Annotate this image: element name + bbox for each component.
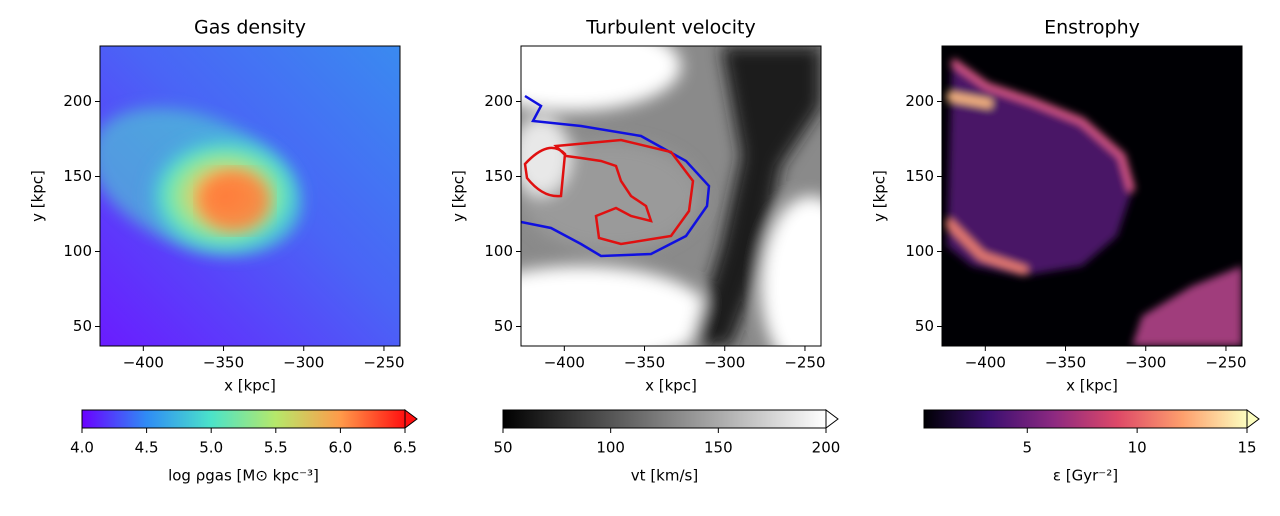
x-axis-label: x [kpc] xyxy=(224,377,276,395)
panel-title: Turbulent velocity xyxy=(585,17,755,39)
colorbar-tick-label: 6.0 xyxy=(328,439,352,457)
y-tick-label: 150 xyxy=(484,167,513,185)
colorbar-extend xyxy=(404,409,418,429)
colorbar-tick-label: 4.5 xyxy=(135,439,159,457)
colorbar-tick-label: 5 xyxy=(1022,439,1032,457)
y-tick-label: 200 xyxy=(484,92,513,110)
colorbar-tick-label: 6.5 xyxy=(393,439,417,457)
y-tick-label: 200 xyxy=(63,92,92,110)
colorbar-extend xyxy=(1246,409,1260,429)
x-tick-label: −400 xyxy=(965,354,1006,372)
x-tick-label: −300 xyxy=(1125,354,1166,372)
axes-frame xyxy=(99,45,401,347)
x-tick-label: −400 xyxy=(544,354,585,372)
y-axis-label: y [kpc] xyxy=(450,170,468,222)
colorbar-extend xyxy=(825,409,839,429)
colorbar xyxy=(81,409,406,429)
x-tick-label: −250 xyxy=(1205,354,1246,372)
colorbar-label: log ρgas [M⊙ kpc⁻³] xyxy=(168,467,319,485)
colorbar-tick-label: 200 xyxy=(812,439,841,457)
colorbar xyxy=(502,409,827,429)
x-tick-label: −400 xyxy=(123,354,164,372)
axes-frame xyxy=(520,45,822,347)
x-tick-label: −350 xyxy=(203,354,244,372)
y-axis-label: y [kpc] xyxy=(871,170,889,222)
colorbar-tick-label: 150 xyxy=(704,439,733,457)
axes-frame xyxy=(941,45,1243,347)
x-axis-label: x [kpc] xyxy=(645,377,697,395)
x-axis-label: x [kpc] xyxy=(1066,377,1118,395)
y-tick-label: 50 xyxy=(494,317,513,335)
density-image xyxy=(100,46,400,346)
colorbar-label: ε [Gyr⁻²] xyxy=(1053,467,1118,485)
y-tick-label: 100 xyxy=(484,242,513,260)
colorbar-tick-label: 5.5 xyxy=(264,439,288,457)
x-tick-label: −300 xyxy=(283,354,324,372)
panel-title: Enstrophy xyxy=(1044,17,1140,39)
y-tick-label: 50 xyxy=(915,317,934,335)
colorbar-tick-label: 10 xyxy=(1128,439,1147,457)
y-tick-label: 150 xyxy=(905,167,934,185)
x-tick-label: −300 xyxy=(704,354,745,372)
panel-title: Gas density xyxy=(194,17,306,39)
colorbar-tick-label: 5.0 xyxy=(199,439,223,457)
x-tick-label: −250 xyxy=(784,354,825,372)
colorbar-tick-label: 50 xyxy=(493,439,512,457)
y-tick-label: 100 xyxy=(63,242,92,260)
x-tick-label: −250 xyxy=(363,354,404,372)
colorbar-tick-label: 15 xyxy=(1237,439,1256,457)
x-tick-label: −350 xyxy=(1045,354,1086,372)
y-tick-label: 100 xyxy=(905,242,934,260)
y-tick-label: 50 xyxy=(73,317,92,335)
enstrophy-image xyxy=(942,46,1242,346)
y-tick-label: 150 xyxy=(63,167,92,185)
y-tick-label: 200 xyxy=(905,92,934,110)
colorbar-tick-label: 100 xyxy=(596,439,625,457)
colorbar xyxy=(923,409,1248,429)
colorbar-label: vt [km/s] xyxy=(631,467,698,485)
velocity-image xyxy=(521,46,821,346)
colorbar-tick-label: 4.0 xyxy=(70,439,94,457)
x-tick-label: −350 xyxy=(624,354,665,372)
y-axis-label: y [kpc] xyxy=(29,170,47,222)
